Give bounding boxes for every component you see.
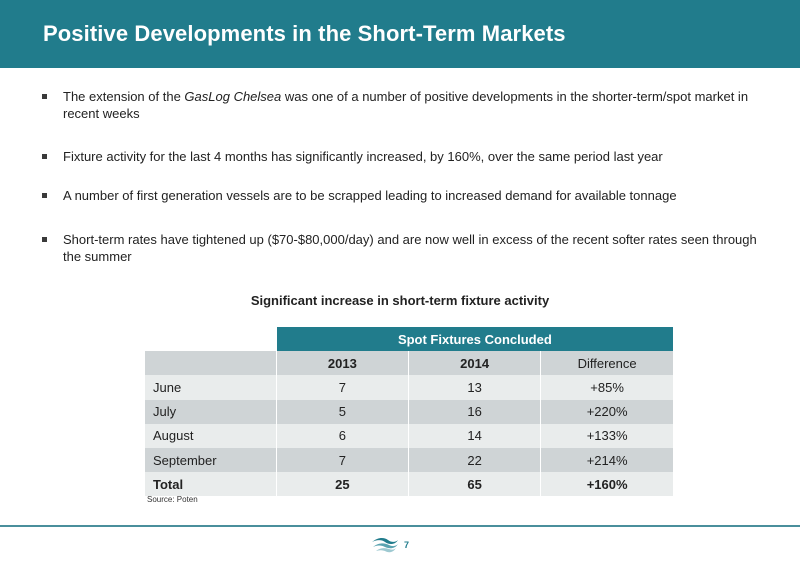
- cell-2013: 7: [276, 447, 409, 473]
- cell-difference: +133%: [540, 423, 673, 448]
- row-label: Total: [145, 472, 277, 497]
- column-header: 2014: [408, 351, 542, 376]
- column-header: 2013: [276, 351, 409, 376]
- cell-2013: 25: [276, 472, 409, 497]
- bullet-item: Short-term rates have tightened up ($70-…: [40, 231, 760, 265]
- row-label: September: [145, 447, 277, 473]
- cell-2013: 6: [276, 423, 409, 448]
- cell-2014: 22: [408, 447, 542, 473]
- column-header: Difference: [540, 351, 673, 376]
- bullet-item: A number of first generation vessels are…: [40, 187, 677, 204]
- column-header: [145, 351, 277, 376]
- bullet-square-icon: [42, 193, 47, 198]
- table-column-header-row: 2013 2014 Difference: [145, 351, 673, 376]
- page-number: 7: [404, 540, 410, 550]
- spot-fixtures-table: Spot Fixtures Concluded 2013 2014 Differ…: [145, 327, 673, 497]
- table-title: Significant increase in short-term fixtu…: [250, 293, 550, 308]
- cell-difference: +214%: [540, 447, 673, 473]
- bullet-item: Fixture activity for the last 4 months h…: [40, 148, 663, 165]
- vessel-name: GasLog Chelsea: [184, 89, 282, 104]
- cell-2013: 5: [276, 399, 409, 424]
- cell-2014: 13: [408, 375, 542, 400]
- table-corner-cell: [145, 327, 277, 352]
- cell-difference: +220%: [540, 399, 673, 424]
- footer-divider: [0, 525, 800, 527]
- cell-2014: 16: [408, 399, 542, 424]
- table-row: July 5 16 +220%: [145, 399, 673, 424]
- group-header: Spot Fixtures Concluded: [276, 327, 673, 352]
- cell-difference: +160%: [540, 472, 673, 497]
- bullet-square-icon: [42, 237, 47, 242]
- title-bar: Positive Developments in the Short-Term …: [0, 0, 800, 68]
- bullet-item: The extension of the GasLog Chelsea was …: [40, 88, 760, 122]
- cell-2014: 65: [408, 472, 542, 497]
- row-label: August: [145, 423, 277, 448]
- wave-logo-icon: [372, 537, 398, 553]
- table-row: June 7 13 +85%: [145, 375, 673, 400]
- source-note: Source: Poten: [147, 495, 198, 504]
- cell-2014: 14: [408, 423, 542, 448]
- table-row: September 7 22 +214%: [145, 447, 673, 473]
- table-row: August 6 14 +133%: [145, 423, 673, 448]
- table-group-header-row: Spot Fixtures Concluded: [145, 327, 673, 352]
- row-label: June: [145, 375, 277, 400]
- cell-difference: +85%: [540, 375, 673, 400]
- slide-title: Positive Developments in the Short-Term …: [43, 21, 566, 46]
- table-total-row: Total 25 65 +160%: [145, 472, 673, 497]
- bullet-square-icon: [42, 94, 47, 99]
- bullet-square-icon: [42, 154, 47, 159]
- row-label: July: [145, 399, 277, 424]
- cell-2013: 7: [276, 375, 409, 400]
